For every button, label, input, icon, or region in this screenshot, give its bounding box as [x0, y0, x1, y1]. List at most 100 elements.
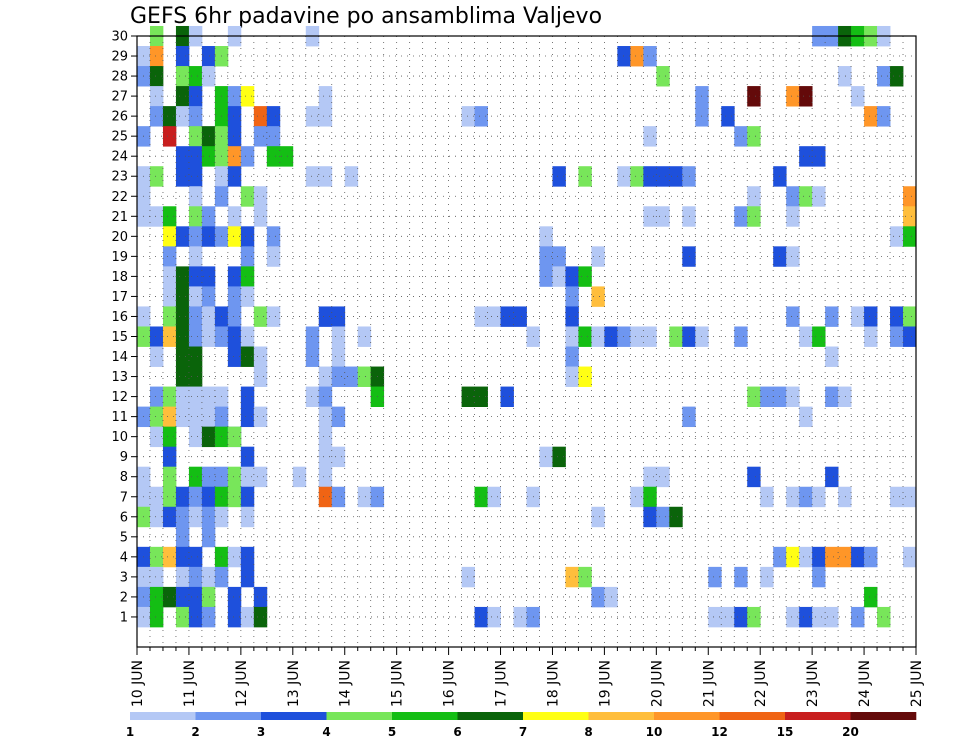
heatmap-cell	[734, 326, 748, 347]
y-tick-label: 20	[111, 230, 128, 245]
heatmap-cell	[552, 166, 566, 187]
x-tick-label: 23 JUN	[805, 660, 821, 707]
y-tick-label: 13	[111, 370, 128, 385]
legend-label: 2	[191, 725, 199, 739]
heatmap-cell	[188, 106, 203, 127]
heatmap-cell	[838, 546, 852, 568]
legend-label: 15	[777, 725, 794, 739]
heatmap-cell	[201, 406, 216, 428]
heatmap-cell	[175, 386, 190, 407]
y-tick-label: 26	[111, 110, 128, 125]
heatmap-cell	[201, 46, 216, 67]
heatmap-cell	[188, 346, 203, 367]
heatmap-cell	[175, 266, 190, 287]
heatmap-cell	[344, 366, 359, 387]
heatmap-cell	[838, 486, 852, 508]
heatmap-cell	[227, 426, 242, 448]
heatmap-cell	[864, 586, 878, 608]
heatmap-cell	[162, 466, 177, 488]
heatmap-cell	[500, 306, 514, 327]
heatmap-cell	[162, 286, 177, 307]
y-tick-label: 12	[111, 390, 128, 405]
heatmap-cell	[188, 246, 203, 267]
heatmap-cell	[357, 486, 372, 508]
x-tick-label: 24 JUN	[857, 660, 873, 707]
heatmap-cell	[253, 126, 268, 147]
heatmap-cell	[799, 86, 813, 107]
heatmap-cell	[201, 306, 216, 327]
heatmap-cell	[812, 546, 826, 568]
heatmap-cell	[305, 166, 320, 187]
heatmap-cell	[149, 606, 164, 628]
heatmap-cell	[578, 366, 592, 387]
heatmap-cell	[643, 466, 657, 488]
heatmap-cell	[149, 166, 164, 187]
y-tick-label: 1	[120, 610, 128, 625]
heatmap-cell	[227, 126, 242, 147]
heatmap-cell	[734, 126, 748, 147]
heatmap-cell	[227, 606, 242, 628]
heatmap-cell	[682, 246, 696, 267]
heatmap-cell	[630, 46, 644, 67]
heatmap-cell	[188, 406, 203, 428]
heatmap-cell	[799, 406, 813, 428]
y-tick-label: 17	[111, 290, 128, 305]
heatmap-cell	[903, 186, 917, 207]
heatmap-cell	[825, 466, 839, 488]
heatmap-cell	[149, 66, 164, 87]
heatmap-cell	[760, 486, 774, 508]
heatmap-cell	[643, 206, 657, 227]
heatmap-cell	[331, 326, 346, 347]
heatmap-cell	[799, 146, 813, 167]
heatmap-cell	[747, 186, 761, 207]
heatmap-cell	[227, 206, 242, 227]
heatmap-cell	[565, 266, 579, 287]
legend-label: 3	[257, 725, 265, 739]
heatmap-cell	[227, 86, 242, 107]
heatmap-cell	[227, 326, 242, 347]
heatmap-cell	[188, 226, 203, 247]
legend-label: 20	[842, 725, 859, 739]
heatmap-cell	[266, 126, 281, 147]
heatmap-cell	[253, 206, 268, 227]
heatmap-cell	[188, 306, 203, 327]
heatmap-cell	[786, 546, 800, 568]
heatmap-cell	[188, 66, 203, 87]
y-tick-label: 3	[120, 570, 128, 585]
heatmap-cell	[188, 286, 203, 307]
heatmap-cell	[903, 326, 917, 347]
heatmap-cell	[305, 346, 320, 367]
heatmap-cell	[903, 226, 917, 247]
heatmap-cell	[318, 166, 333, 187]
heatmap-cell	[747, 466, 761, 488]
heatmap-cell	[240, 266, 255, 287]
heatmap-cell	[357, 366, 372, 387]
heatmap-cell	[149, 86, 164, 107]
heatmap-cell	[188, 366, 203, 387]
heatmap-cell	[162, 306, 177, 327]
legend-label: 1	[126, 725, 134, 739]
heatmap-cell	[890, 66, 904, 87]
heatmap-cell	[708, 606, 722, 628]
heatmap-cell	[682, 206, 696, 227]
y-tick-label: 23	[111, 170, 128, 185]
heatmap-cell	[565, 346, 579, 367]
heatmap-cell	[240, 146, 255, 167]
heatmap-cell	[149, 106, 164, 127]
heatmap-cell	[149, 486, 164, 508]
heatmap-cell	[864, 326, 878, 347]
heatmap-cell	[669, 506, 683, 528]
heatmap-cell	[227, 286, 242, 307]
heatmap-cell	[318, 86, 333, 107]
heatmap-cell	[266, 226, 281, 247]
heatmap-cell	[149, 546, 164, 568]
heatmap-cell	[318, 446, 333, 468]
heatmap-cell	[318, 366, 333, 387]
heatmap-cell	[227, 226, 242, 247]
heatmap-cell	[227, 106, 242, 127]
legend-label: 10	[646, 725, 663, 739]
heatmap-cell	[747, 606, 761, 628]
heatmap-cell	[162, 226, 177, 247]
heatmap-cell	[240, 506, 255, 528]
heatmap-cell	[565, 286, 579, 307]
